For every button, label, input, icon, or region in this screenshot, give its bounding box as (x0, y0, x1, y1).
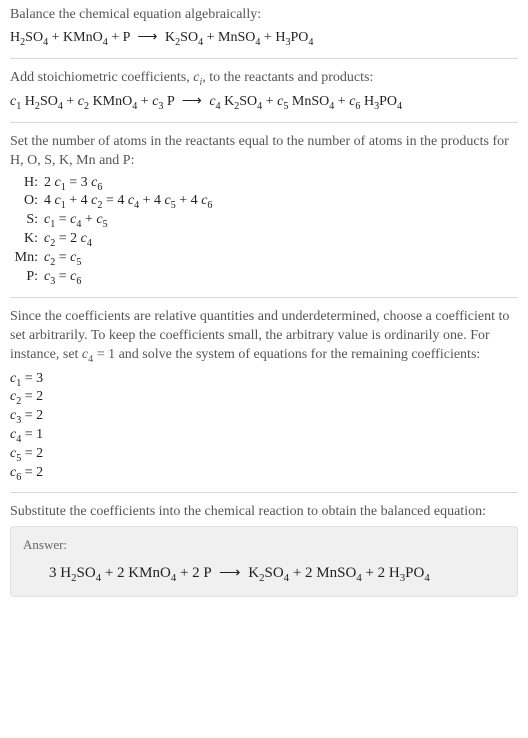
divider-4 (10, 492, 518, 493)
answer-label: Answer: (23, 537, 505, 553)
atom-balance-table: H:2 c1 = 3 c6O:4 c1 + 4 c2 = 4 c4 + 4 c5… (14, 175, 218, 288)
step3-heading: Set the number of atoms in the reactants… (10, 133, 518, 171)
coeff-solution: c1 = 3 (10, 371, 518, 389)
coeff-solutions: c1 = 3c2 = 2c3 = 2c4 = 1c5 = 2c6 = 2 (10, 371, 518, 483)
atom-row: H:2 c1 = 3 c6 (14, 175, 218, 194)
atom-element: K: (14, 231, 44, 250)
step3: Set the number of atoms in the reactants… (10, 133, 518, 288)
step4: Since the coefficients are relative quan… (10, 308, 518, 482)
divider-2 (10, 122, 518, 123)
atom-equation: 4 c1 + 4 c2 = 4 c4 + 4 c5 + 4 c6 (44, 193, 218, 212)
atom-row: O:4 c1 + 4 c2 = 4 c4 + 4 c5 + 4 c6 (14, 193, 218, 212)
step2-heading: Add stoichiometric coefficients, ci, to … (10, 69, 518, 89)
atom-equation: c2 = c5 (44, 250, 218, 269)
atom-element: O: (14, 193, 44, 212)
coeff-solution: c4 = 1 (10, 427, 518, 445)
step1: Balance the chemical equation algebraica… (10, 6, 518, 48)
input-equation: H2SO4 + KMnO4 + P ⟶ K2SO4 + MnSO4 + H3PO… (10, 29, 518, 48)
coeff-solution: c5 = 2 (10, 446, 518, 464)
atom-element: S: (14, 212, 44, 231)
step5: Substitute the coefficients into the che… (10, 503, 518, 597)
atom-equation: 2 c1 = 3 c6 (44, 175, 218, 194)
step2: Add stoichiometric coefficients, ci, to … (10, 69, 518, 112)
step1-heading: Balance the chemical equation algebraica… (10, 6, 518, 25)
atom-equation: c3 = c6 (44, 269, 218, 288)
divider-1 (10, 58, 518, 59)
divider-3 (10, 297, 518, 298)
coeff-equation: c1 H2SO4 + c2 KMnO4 + c3 P ⟶ c4 K2SO4 + … (10, 93, 518, 112)
atom-equation: c1 = c4 + c5 (44, 212, 218, 231)
coeff-solution: c2 = 2 (10, 389, 518, 407)
atom-element: H: (14, 175, 44, 194)
atom-element: P: (14, 269, 44, 288)
atom-row: K:c2 = 2 c4 (14, 231, 218, 250)
atom-element: Mn: (14, 250, 44, 269)
atom-equation: c2 = 2 c4 (44, 231, 218, 250)
atom-row: S:c1 = c4 + c5 (14, 212, 218, 231)
answer-box: Answer: 3 H2SO4 + 2 KMnO4 + 2 P ⟶ K2SO4 … (10, 526, 518, 597)
atom-row: Mn:c2 = c5 (14, 250, 218, 269)
step4-heading: Since the coefficients are relative quan… (10, 308, 518, 366)
coeff-solution: c3 = 2 (10, 408, 518, 426)
answer-equation: 3 H2SO4 + 2 KMnO4 + 2 P ⟶ K2SO4 + 2 MnSO… (23, 563, 505, 584)
coeff-solution: c6 = 2 (10, 465, 518, 483)
atom-row: P:c3 = c6 (14, 269, 218, 288)
step5-heading: Substitute the coefficients into the che… (10, 503, 518, 522)
